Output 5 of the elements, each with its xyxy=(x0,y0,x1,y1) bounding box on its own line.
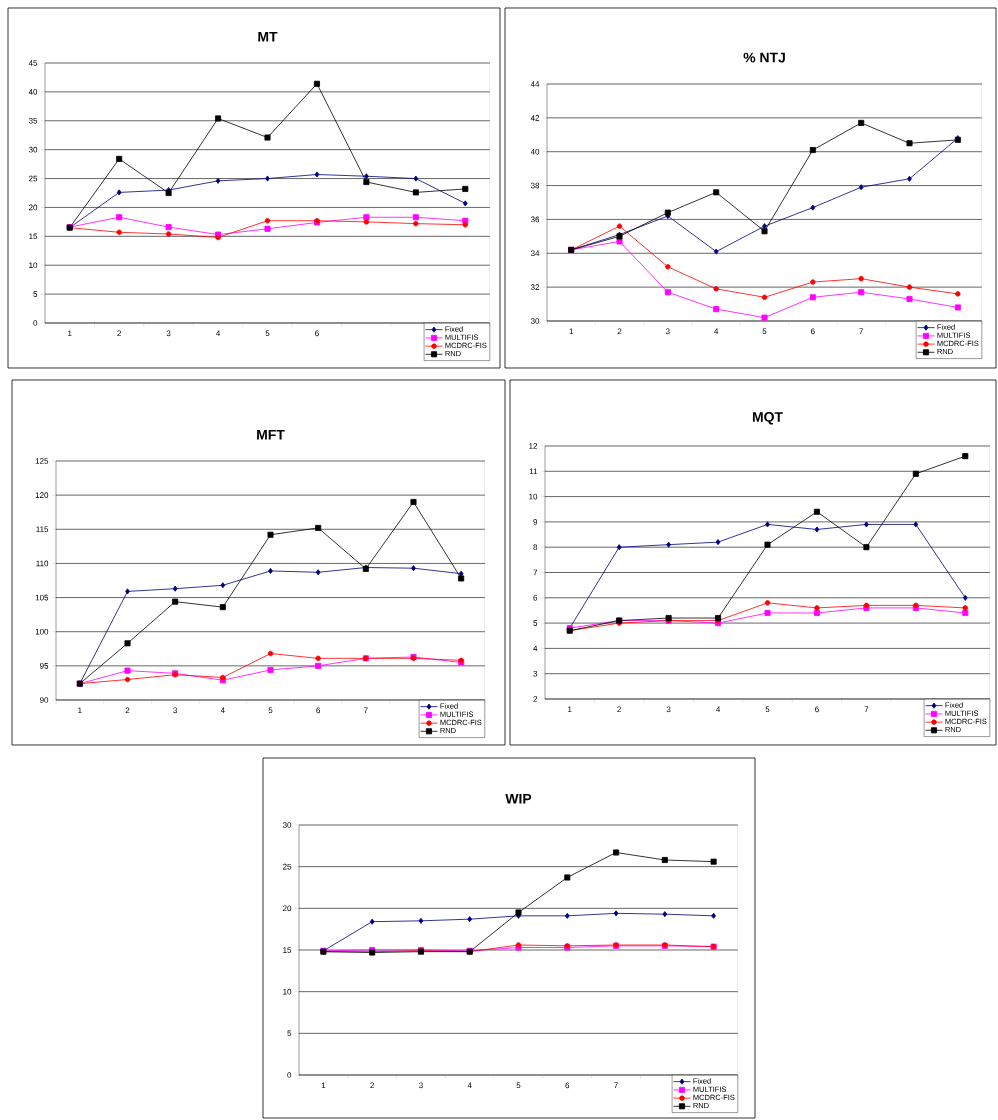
chart-title: MFT xyxy=(257,429,285,440)
chart-title: % NTJ xyxy=(743,52,785,63)
chart-title: MQT xyxy=(752,412,783,425)
chart-title: WIP xyxy=(505,793,532,804)
chart-title: MT xyxy=(258,31,278,42)
